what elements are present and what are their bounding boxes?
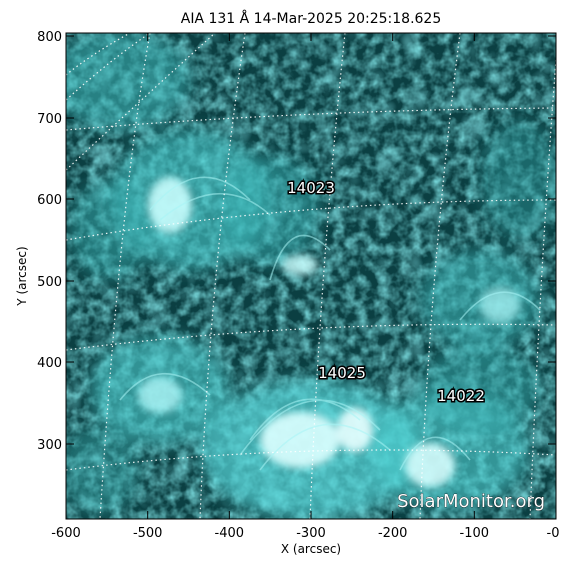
solar-image: 14023 14025 14022 SolarMonitor.org — [66, 33, 556, 519]
x-tick-label: -0 — [547, 526, 560, 541]
active-region-label-14025: 14025 — [318, 364, 366, 382]
y-tick-label: 800 — [37, 30, 62, 45]
x-tick-label: -600 — [51, 526, 81, 541]
y-tick-label: 400 — [37, 356, 62, 371]
x-tick-label: -400 — [215, 526, 245, 541]
x-tick-label: -500 — [133, 526, 163, 541]
active-region-label-14023: 14023 — [287, 179, 335, 197]
y-tick-label: 300 — [37, 438, 62, 453]
x-tick-label: -200 — [378, 526, 408, 541]
x-tick-label: -300 — [296, 526, 326, 541]
x-axis-ticks — [65, 33, 557, 519]
y-axis-ticks — [66, 35, 556, 445]
x-axis-title: X (arcsec) — [281, 542, 341, 556]
emission-regions — [66, 33, 556, 519]
y-tick-label: 700 — [37, 112, 62, 127]
watermark-logo: SolarMonitor.org — [397, 491, 545, 512]
y-tick-label: 500 — [37, 275, 62, 290]
plot-title: AIA 131 Å 14-Mar-2025 20:25:18.625 — [181, 10, 442, 27]
x-tick-label: -100 — [460, 526, 490, 541]
active-region-label-14022: 14022 — [437, 387, 485, 405]
y-tick-label: 600 — [37, 193, 62, 208]
heliographic-grid — [66, 33, 556, 519]
y-axis-title: Y (arcsec) — [15, 246, 29, 306]
